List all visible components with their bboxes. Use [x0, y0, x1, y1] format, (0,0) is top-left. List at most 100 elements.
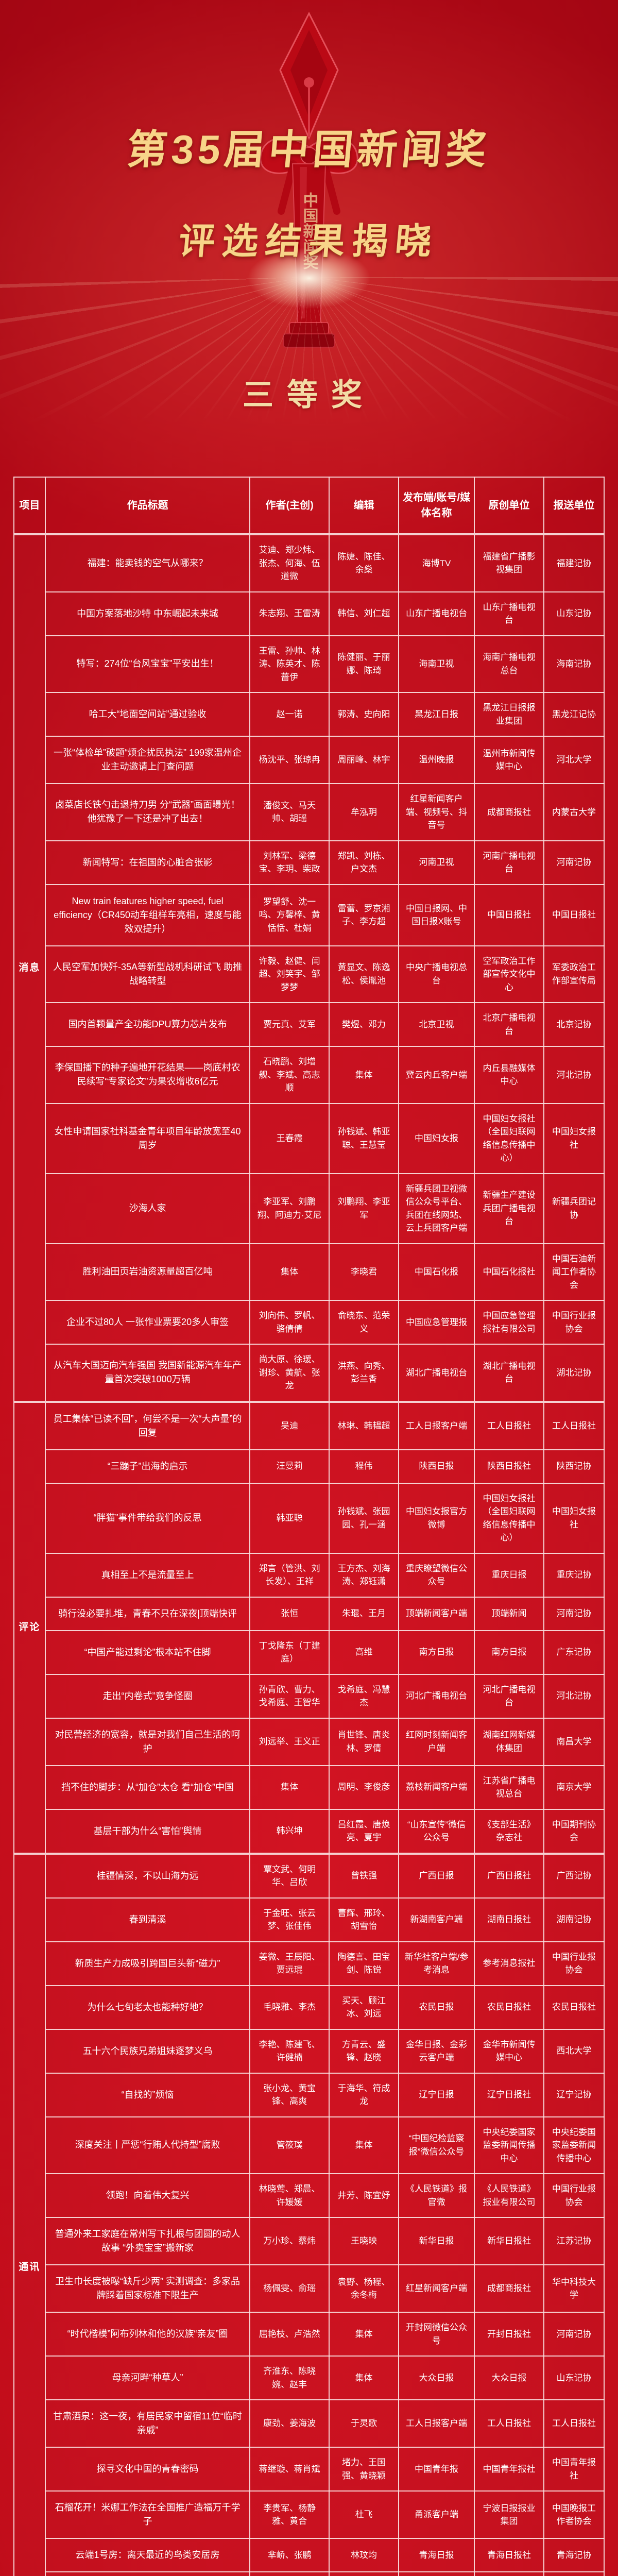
title-wrap: 第35届中国新闻奖 评选结果揭晓 [0, 0, 618, 264]
cell-platform: 山东广播电视台 [398, 591, 475, 636]
cell-original-unit: 空军政治工作部宣传文化中心 [473, 945, 545, 1003]
cell-authors: 韩兴坤 [249, 1808, 330, 1854]
light-rays [0, 277, 618, 432]
cell-original-unit: 《支部生活》杂志社 [473, 1808, 545, 1854]
cell-original-unit: 河南广播电视台 [473, 840, 545, 885]
cell-submit-unit: 中央纪委国家监委新闻传播中心 [543, 2116, 605, 2174]
cell-original-unit: 中国应急管理报社有限公司 [473, 1300, 545, 1345]
cell-submit-unit: 中国青年报社 [543, 2447, 605, 2492]
cell-original-unit: 《人民铁道》报业有限公司 [473, 2173, 545, 2218]
cell-submit-unit: 新疆兵团记协 [543, 1173, 605, 1244]
cell-title: 探寻文化中国的青春密码 [44, 2447, 251, 2492]
cell-title: “时代楷模”阿布列林和他的汉族“亲友”圈 [44, 2312, 251, 2357]
table-row: 五十六个民族兄弟姐妹逐梦义乌 李艳、陈建飞、许健楠 方青云、盛锋、赵晓 金华日报、金彩… [14, 2028, 605, 2074]
cell-editors: 肖世锋、唐炎林、罗倩 [328, 1717, 400, 1766]
light-glow [247, 247, 371, 309]
table-row: 对民营经济的宽容，就是对我们自己生活的呵护 刘远举、王义正 肖世锋、唐炎林、罗倩 红网… [14, 1717, 605, 1766]
table-row: 普通外来工家庭在常州写下扎根与团圆的动人故事 “外卖宝宝”搬新家 万小珍、蔡炜 王晓… [14, 2217, 605, 2265]
cell-editors: 李晓君 [328, 1243, 400, 1301]
cell-title: 沙海人家 [44, 1173, 251, 1244]
cell-editors: 周芳、廖志慧、黄斌 [328, 2571, 400, 2576]
cell-editors: 樊煜、邓力 [328, 1002, 400, 1047]
cell-editors: 周明、李俊彦 [328, 1765, 400, 1810]
cell-original-unit: 湖北广播电视台 [473, 1344, 545, 1402]
cell-submit-unit: 中国妇女报社 [543, 1103, 605, 1174]
table-row: 一张“体检单”破题“烦企扰民执法” 199家温州企业主动邀请上门查问题 杨沈平、张… [14, 736, 605, 784]
cell-title: 特写：274位“台风宝宝”平安出生！ [44, 635, 251, 693]
cell-platform: 大众日报 [398, 2355, 475, 2400]
cell-authors: 汪曼莉 [249, 1449, 330, 1484]
cell-editors: 集体 [328, 2312, 400, 2357]
cell-submit-unit: 广西记协 [543, 1852, 605, 1899]
cell-authors: 姜微、王辰阳、贾远琨 [249, 1941, 330, 1986]
table-row: “时代楷模”阿布列林和他的汉族“亲友”圈 屈艳枝、卢浩然 集体 开封网微信公众号 开封日… [14, 2312, 605, 2357]
cell-original-unit: 温州市新闻传媒中心 [473, 736, 545, 784]
cell-submit-unit: 河南记协 [543, 2312, 605, 2357]
cell-submit-unit: 河北记协 [543, 1046, 605, 1104]
cell-submit-unit: 福建记协 [543, 533, 605, 592]
col-header-editors: 编辑 [328, 477, 400, 535]
cell-original-unit: 北京广播电视台 [473, 1002, 545, 1047]
cell-authors: 尚大原、徐瑷、谢珍、黄航、张龙 [249, 1344, 330, 1402]
cell-platform: “山东宣传”微信公众号 [398, 1808, 475, 1854]
cell-authors: 毛晓雅、李杰 [249, 1985, 330, 2030]
cell-original-unit: 湖南红网新媒体集团 [473, 1717, 545, 1766]
cell-editors: 杜飞 [328, 2490, 400, 2539]
cell-submit-unit: 广东记协 [543, 1630, 605, 1675]
cell-platform: 红网时刻新闻客户端 [398, 1717, 475, 1766]
cell-submit-unit: 西北大学 [543, 2028, 605, 2074]
cell-editors: 林玟均 [328, 2538, 400, 2572]
cell-authors: 吴文娟、左晨、胡弦、张阳春 [249, 2571, 330, 2576]
cell-authors: 艾迪、郑少炜、张杰、何海、伍道微 [249, 533, 330, 592]
table-row: 领跑！向着伟大复兴 林晓莺、郑晨、许媛媛 井芳、陈宜妤 《人民铁道》报官微 《人民铁道》… [14, 2173, 605, 2218]
category-cell: 通讯 [13, 1852, 46, 2576]
cell-platform: 荔枝新闻客户端 [398, 1765, 475, 1810]
cell-editors: 于海华、符成龙 [328, 2072, 400, 2117]
cell-submit-unit: 河南记协 [543, 840, 605, 885]
cell-authors: 罗望舒、沈一鸣、方馨梓、黄恬恬、杜娟 [249, 884, 330, 946]
cell-platform: 红星新闻客户端、视频号、抖音号 [398, 783, 475, 841]
table-row: 为什么七旬老太也能种好地？ 毛晓雅、李杰 买天、顾江冰、刘远 农民日报 农民日报社 农民日… [14, 1985, 605, 2030]
cell-platform: 海博TV [398, 533, 475, 592]
cell-editors: 林琳、韩韫超 [328, 1400, 400, 1450]
cell-editors: 郭涛、史向阳 [328, 692, 400, 737]
cell-platform: 河南卫视 [398, 840, 475, 885]
table-row: 从汽车大国迈向汽车强国 我国新能源汽车年产量首次突破1000万辆 尚大原、徐瑷、谢… [14, 1344, 605, 1402]
table-row: 新闻特写：在祖国的心脏合张影 刘林军、梁德宝、李玥、柴政 郑凯、刘栋、户文杰 河南卫视… [14, 840, 605, 885]
table-row: 沙海人家 李亚军、刘鹏翔、阿迪力·艾尼 刘鹏翔、李亚军 新疆兵团卫视微信公众号平台、兵… [14, 1173, 605, 1244]
cell-submit-unit: 南昌大学 [543, 1717, 605, 1766]
cell-title: 对民营经济的宽容，就是对我们自己生活的呵护 [44, 1717, 251, 1766]
table-row: 走出“内卷式”竞争怪圈 孙青欣、曹力、戈希庭、王智华 戈希庭、冯慧杰 河北广播电视台河… [14, 1673, 605, 1719]
cell-platform: 中国应急管理报 [398, 1300, 475, 1345]
cell-platform: 南方日报 [398, 1630, 475, 1675]
table-row: 人民空军加快歼-35A等新型战机科研试飞 助推战略转型 许毅、赵健、闫超、刘笑宇、… [14, 945, 605, 1003]
cell-platform: 工人日报客户端 [398, 1400, 475, 1450]
cell-title: 李保国播下的种子遍地开花结果——岗底村农民续写“专家论文”为果农增收6亿元 [44, 1046, 251, 1104]
cell-title: 新闻特写：在祖国的心脏合张影 [44, 840, 251, 885]
cell-title: 云端1号房：离天最近的鸟类安居房 [44, 2538, 251, 2572]
cell-authors: 集体 [249, 1243, 330, 1301]
cell-platform: 黑龙江日报 [398, 692, 475, 737]
cell-editors: 韩信、刘仁超 [328, 591, 400, 636]
table-row: 消息 福建：能卖钱的空气从哪来？ 艾迪、郑少炜、张杰、何海、伍道微 陈婕、陈佳、余燊海… [13, 533, 605, 1402]
cell-editors: 洪燕、向秀、彭兰香 [328, 1344, 400, 1402]
cell-authors: 林晓莺、郑晨、许媛媛 [249, 2173, 330, 2218]
cell-title: 女性申请国家社科基金青年项目年龄放宽至40周岁 [44, 1103, 251, 1174]
cell-editors: 高维 [328, 1630, 400, 1675]
cell-submit-unit: 山东记协 [543, 591, 605, 636]
cell-title: “自找的”烦恼 [44, 2072, 251, 2117]
cell-original-unit: 内丘县融媒体中心 [473, 1046, 545, 1104]
cell-original-unit: 辽宁日报社 [473, 2072, 545, 2117]
cell-title: 福建：能卖钱的空气从哪来？ [44, 533, 251, 592]
cell-original-unit: 陕西日报社 [473, 1449, 545, 1484]
table-row: 春到清溪 于金旺、张云梦、张佳伟 曹辉、邢玲、胡雪怡 新湖南客户端 湖南日报社 湖南记协 [14, 1897, 605, 1942]
cell-editors: 堵力、王国强、黄晓颖 [328, 2447, 400, 2492]
cell-editors: 井芳、陈宜妤 [328, 2173, 400, 2218]
table-row: 特写：274位“台风宝宝”平安出生！ 王雷、孙帅、林涛、陈英才、陈蔷伊 陈健丽、于丽… [14, 635, 605, 693]
cell-title: 基层干部为什么“害怕”舆情 [44, 1808, 251, 1854]
cell-submit-unit: 农民日报社 [543, 1985, 605, 2030]
table-row: 国内首颗量产全功能DPU算力芯片发布 贾元真、艾军 樊煜、邓力 北京卫视 北京广播电视台… [14, 1002, 605, 1047]
cell-submit-unit: 内蒙古大学 [543, 783, 605, 841]
cell-editors: 买天、顾江冰、刘远 [328, 1985, 400, 2030]
category-cell: 评论 [13, 1400, 46, 1854]
